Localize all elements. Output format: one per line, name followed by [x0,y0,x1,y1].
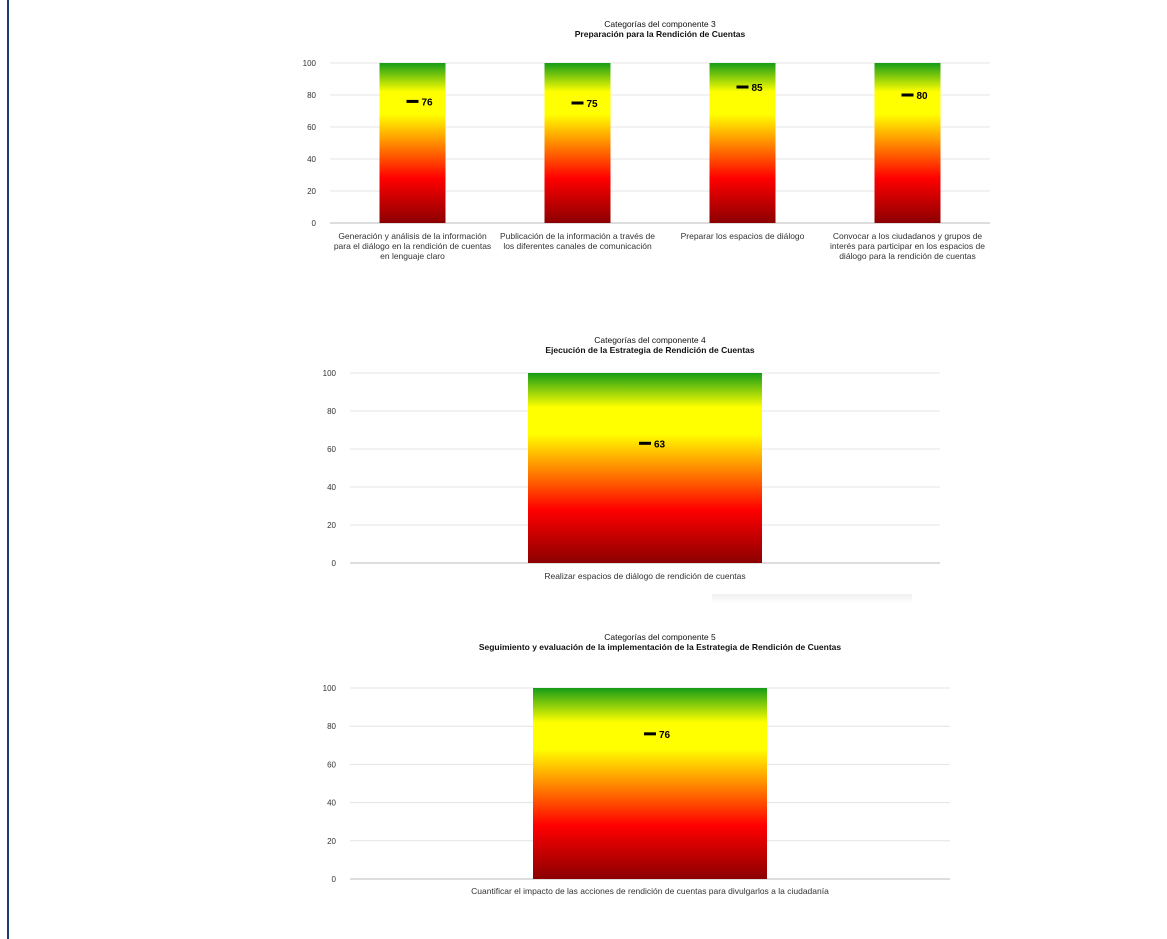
y-tick-label: 0 [332,875,337,884]
y-tick-label: 100 [303,59,317,68]
chart-title: Categorías del componente 4 Ejecución de… [320,335,980,355]
bar [544,63,611,223]
y-tick-label: 20 [307,187,316,196]
y-tick-label: 60 [327,760,336,769]
y-tick-label: 80 [327,407,336,416]
chart-svg: 0 20 40 60 80 100 76 [323,684,950,884]
y-tick-label: 80 [327,722,336,731]
category-label: Preparar los espacios de diálogo [680,231,805,241]
value-label: 76 [422,97,434,108]
y-tick-label: 0 [332,559,337,568]
chart-title-text: Categorías del componente 5 [604,632,716,642]
bar [709,63,776,223]
value-marker [901,93,914,97]
chart-title-text: Categorías del componente 4 [594,335,706,345]
y-tick-label: 0 [312,219,317,228]
shadow-artifact [712,594,912,604]
category-label: Realizar espacios de diálogo de rendició… [544,571,746,581]
y-tick-label: 40 [307,155,316,164]
page-left-border [7,0,9,939]
chart-svg: 0 20 40 60 80 100 76 75 85 80 [303,59,990,228]
bar [533,688,767,879]
y-tick-label: 60 [327,445,336,454]
y-tick-label: 80 [307,91,316,100]
value-marker [639,441,651,445]
chart-title: Categorías del componente 3 Preparación … [290,19,1030,39]
chart-subtitle: Ejecución de la Estrategia de Rendición … [545,345,755,355]
chart-component-5: 0 20 40 60 80 100 76 Categorías del componente… [320,630,980,905]
chart-title-text: Categorías del componente 3 [604,19,716,29]
chart-title: Categorías del componente 5 Seguimiento … [320,632,1000,652]
value-label: 76 [659,730,671,741]
y-tick-label: 40 [327,799,336,808]
y-tick-label: 40 [327,483,336,492]
chart-component-3: 0 20 40 60 80 100 76 75 85 80 Categorías del comp… [290,15,1010,300]
category-label: Publicación de la información a través d… [500,231,655,251]
y-tick-label: 20 [327,837,336,846]
y-tick-label: 60 [307,123,316,132]
y-tick-label: 100 [323,369,337,378]
value-marker [736,85,749,89]
value-label: 80 [917,91,929,102]
chart-subtitle: Preparación para la Rendición de Cuentas [574,29,746,39]
value-marker [406,99,419,103]
bar [874,63,941,223]
value-marker [571,101,584,105]
bar [379,63,446,223]
y-tick-label: 20 [327,521,336,530]
value-label: 75 [587,99,599,110]
y-tick-label: 100 [323,684,337,693]
category-label: Generación y análisis de la información … [333,231,492,261]
value-marker [644,732,656,736]
chart-svg: 0 20 40 60 80 100 63 [323,369,940,568]
chart-subtitle: Seguimiento y evaluación de la implement… [478,642,842,652]
category-label: Cuantificar el impacto de las acciones d… [471,886,829,896]
chart-component-4: 0 20 40 60 80 100 63 Categorías del componente… [320,333,960,588]
category-label: Convocar a los ciudadanos y grupos de in… [830,231,985,261]
value-label: 63 [654,439,666,450]
value-label: 85 [752,83,764,94]
bar [528,373,762,563]
